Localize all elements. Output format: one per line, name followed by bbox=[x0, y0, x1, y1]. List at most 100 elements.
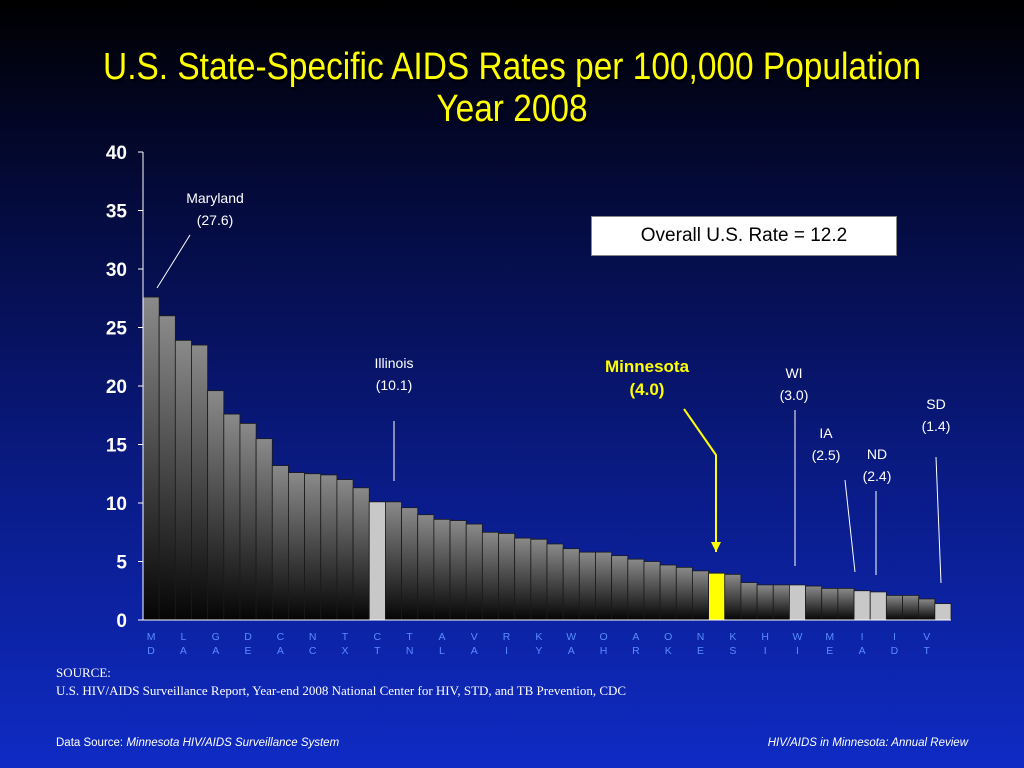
bar-3 bbox=[191, 344, 209, 621]
bar-30 bbox=[627, 558, 645, 621]
bar-12 bbox=[336, 479, 354, 621]
bar-4 bbox=[207, 390, 225, 621]
bar-33 bbox=[675, 566, 693, 621]
annotation-maryland: Maryland (27.6) bbox=[186, 190, 244, 228]
annotation-line-minnesota bbox=[683, 408, 717, 552]
y-tick-label-15: 15 bbox=[106, 436, 128, 457]
bar-49 bbox=[934, 603, 952, 621]
bar-21 bbox=[481, 531, 499, 621]
bar-2 bbox=[174, 339, 192, 621]
bar-41 bbox=[805, 585, 823, 621]
annotation-wi: WI (3.0) bbox=[780, 365, 809, 403]
title-line-1: U.S. State-Specific AIDS Rates per 100,0… bbox=[103, 46, 921, 88]
bar-44 bbox=[853, 590, 871, 621]
annotation-illinois: Illinois (10.1) bbox=[375, 355, 414, 393]
bar-26 bbox=[562, 548, 580, 621]
footer-data-source-label: Data Source: bbox=[56, 737, 127, 749]
bar-36 bbox=[724, 573, 742, 621]
y-tick-label-5: 5 bbox=[116, 553, 127, 574]
bar-25 bbox=[546, 543, 564, 621]
annotation-sd: SD (1.4) bbox=[922, 396, 951, 434]
bar-42 bbox=[821, 588, 839, 621]
y-tick-label-10: 10 bbox=[106, 494, 127, 515]
bar-18 bbox=[433, 518, 451, 621]
bar-10 bbox=[304, 473, 322, 621]
bar-16 bbox=[401, 507, 419, 621]
bar-32 bbox=[659, 564, 677, 621]
bar-48 bbox=[918, 598, 936, 621]
chart-title: U.S. State-Specific AIDS Rates per 100,0… bbox=[61, 46, 962, 130]
bar-23 bbox=[514, 537, 532, 621]
title-line-2: Year 2008 bbox=[436, 88, 588, 130]
y-tick-label-35: 35 bbox=[106, 202, 128, 223]
annotation-ia: IA (2.5) bbox=[812, 425, 841, 463]
bar-0 bbox=[142, 296, 160, 621]
bar-34 bbox=[692, 570, 710, 621]
bar-24 bbox=[530, 538, 548, 621]
annotation-arrowhead-minnesota bbox=[711, 542, 721, 552]
bar-40 bbox=[789, 584, 806, 621]
bar-46 bbox=[885, 595, 903, 621]
bar-17 bbox=[417, 514, 435, 621]
y-tick-label-0: 0 bbox=[116, 611, 127, 632]
y-tick-label-25: 25 bbox=[106, 319, 128, 340]
bar-14 bbox=[368, 501, 386, 621]
footer-data-source-value: Minnesota HIV/AIDS Surveillance System bbox=[126, 737, 340, 749]
bar-39 bbox=[772, 584, 790, 621]
footer-data-source: Data Source: Minnesota HIV/AIDS Surveill… bbox=[56, 737, 339, 749]
bar-45 bbox=[869, 591, 887, 621]
bar-37 bbox=[740, 582, 758, 621]
bar-8 bbox=[271, 465, 289, 621]
y-tick-label-20: 20 bbox=[106, 377, 127, 398]
bar-28 bbox=[595, 551, 613, 621]
bar-20 bbox=[465, 523, 483, 621]
annotation-line-ia bbox=[844, 479, 856, 573]
y-tick-label-40: 40 bbox=[106, 143, 127, 164]
annotations: Maryland (27.6) Illinois (10.1) Minnesota (4.… bbox=[156, 190, 951, 584]
source-note: SOURCE: U.S. HIV/AIDS Surveillance Repor… bbox=[56, 664, 626, 700]
source-label: SOURCE: bbox=[56, 665, 111, 680]
bar-1 bbox=[158, 315, 176, 621]
bar-43 bbox=[837, 588, 855, 621]
bar-47 bbox=[902, 595, 920, 621]
bar-35 bbox=[708, 572, 726, 621]
y-tick-label-30: 30 bbox=[106, 260, 127, 281]
y-axis: 0 5 10 15 20 25 30 35 40 bbox=[106, 143, 951, 632]
source-text: U.S. HIV/AIDS Surveillance Report, Year-… bbox=[56, 683, 627, 698]
bar-9 bbox=[288, 472, 306, 621]
annotation-line-sd bbox=[935, 456, 942, 584]
annotation-nd: ND (2.4) bbox=[863, 446, 892, 484]
x-axis: M D L A G A D E C A N C T X C T T N A L V A R I K Y W A O H A R O K N E K S H I… bbox=[147, 631, 931, 657]
bar-11 bbox=[320, 474, 338, 621]
bar-6 bbox=[239, 423, 257, 621]
bar-5 bbox=[223, 413, 241, 621]
bar-7 bbox=[255, 438, 273, 621]
annotation-minnesota: Minnesota (4.0) bbox=[605, 357, 690, 399]
annotation-line-maryland bbox=[156, 234, 191, 289]
bar-15 bbox=[384, 501, 402, 621]
bar-27 bbox=[578, 551, 596, 621]
